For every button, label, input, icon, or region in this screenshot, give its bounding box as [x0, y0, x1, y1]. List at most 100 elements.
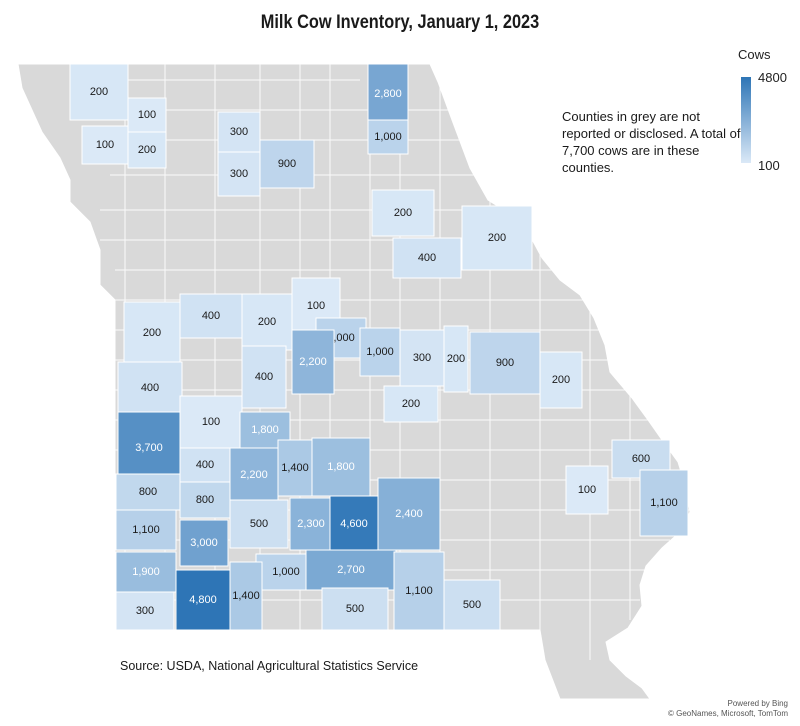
county-value-label: 200 — [552, 374, 570, 386]
legend-title: Cows — [738, 47, 771, 62]
county-region — [359, 327, 401, 377]
county-region — [377, 477, 441, 551]
county-value-label: 300 — [230, 126, 248, 138]
county-value-label: 500 — [250, 518, 268, 530]
county-region — [229, 499, 289, 549]
county-region — [371, 189, 435, 237]
county-value-label: 200 — [90, 86, 108, 98]
county-region — [127, 131, 167, 169]
county-region — [241, 345, 287, 409]
county-value-label: 2,200 — [240, 469, 268, 481]
county-region — [392, 237, 462, 279]
county-value-label: 3,000 — [190, 537, 218, 549]
county-region — [383, 385, 439, 423]
county-region — [399, 329, 445, 387]
county-value-label: 1,100 — [405, 585, 433, 597]
county-value-label: 200 — [402, 398, 420, 410]
county-region — [229, 561, 263, 631]
county-value-label: 100 — [202, 416, 220, 428]
county-region — [639, 469, 689, 537]
county-value-label: 4,800 — [189, 594, 217, 606]
county-region — [367, 119, 409, 155]
county-value-label: 300 — [413, 352, 431, 364]
county-value-label: 2,800 — [374, 88, 402, 100]
county-region — [175, 569, 231, 631]
county-region — [81, 125, 129, 165]
county-value-label: 600 — [632, 453, 650, 465]
county-region — [179, 395, 243, 449]
county-region — [179, 519, 229, 567]
county-value-label: 3,700 — [135, 442, 163, 454]
county-value-label: 2,200 — [299, 356, 327, 368]
county-value-label: 400 — [202, 310, 220, 322]
county-value-label: 100 — [138, 109, 156, 121]
county-value-label: 1,900 — [132, 566, 160, 578]
county-value-label: 1,100 — [650, 497, 678, 509]
credit-line-powered: Powered by Bing — [727, 699, 788, 708]
county-region — [461, 205, 533, 271]
county-value-label: 1,800 — [251, 424, 279, 436]
county-region — [115, 509, 177, 551]
county-value-label: 1,400 — [281, 462, 309, 474]
legend-max-label: 4800 — [758, 70, 787, 85]
county-region — [117, 361, 183, 415]
county-value-label: 1,400 — [232, 590, 260, 602]
county-region — [115, 551, 177, 593]
county-region — [367, 63, 409, 125]
county-region — [565, 465, 609, 515]
county-value-label: 200 — [258, 316, 276, 328]
county-region — [443, 325, 469, 393]
county-value-label: 400 — [255, 371, 273, 383]
county-value-label: 800 — [196, 494, 214, 506]
county-value-label: 900 — [496, 357, 514, 369]
map-credit: Powered by Bing © GeoNames, Microsoft, T… — [668, 699, 788, 719]
county-region — [69, 63, 129, 121]
county-value-label: 900 — [278, 158, 296, 170]
county-value-label: 200 — [394, 207, 412, 219]
county-value-label: 300 — [136, 605, 154, 617]
source-note: Source: USDA, National Agricultural Stat… — [120, 659, 419, 673]
county-value-label: 800 — [139, 486, 157, 498]
county-value-label: 300 — [230, 168, 248, 180]
county-value-label: 400 — [196, 459, 214, 471]
credit-line-copyright: © GeoNames, Microsoft, TomTom — [668, 709, 788, 718]
county-value-label: 400 — [418, 252, 436, 264]
county-value-label: 1,000 — [374, 131, 402, 143]
county-value-label: 2,700 — [337, 564, 365, 576]
county-region — [291, 329, 335, 395]
county-region — [329, 495, 379, 553]
county-region — [321, 587, 389, 631]
county-value-label: 200 — [488, 232, 506, 244]
county-value-label: 2,300 — [297, 518, 325, 530]
county-value-label: 200 — [138, 144, 156, 156]
county-value-label: 500 — [346, 603, 364, 615]
county-region — [217, 151, 261, 197]
county-region — [539, 351, 583, 409]
county-region — [259, 139, 315, 189]
county-value-label: 200 — [447, 353, 465, 365]
county-value-label: 200 — [143, 327, 161, 339]
county-value-label: 100 — [307, 300, 325, 312]
legend-min-label: 100 — [758, 158, 780, 173]
county-region — [123, 301, 181, 365]
county-region — [443, 579, 501, 631]
county-region — [115, 591, 175, 631]
county-region — [179, 481, 231, 519]
county-value-label: 2,400 — [395, 508, 423, 520]
county-region — [241, 293, 293, 351]
county-value-label: 1,100 — [132, 524, 160, 536]
county-region — [277, 439, 313, 497]
county-value-label: 1,000 — [272, 566, 300, 578]
county-value-label: 4,600 — [340, 518, 368, 530]
county-region — [229, 447, 279, 503]
county-region — [393, 551, 445, 631]
county-value-label: 1,800 — [327, 461, 355, 473]
legend-color-scale — [741, 77, 751, 163]
county-region — [115, 473, 181, 511]
map-note: Counties in grey are not reported or dis… — [562, 109, 741, 175]
county-value-label: 100 — [96, 139, 114, 151]
county-value-label: 400 — [141, 382, 159, 394]
county-value-label: 500 — [463, 599, 481, 611]
county-value-label: 100 — [578, 484, 596, 496]
